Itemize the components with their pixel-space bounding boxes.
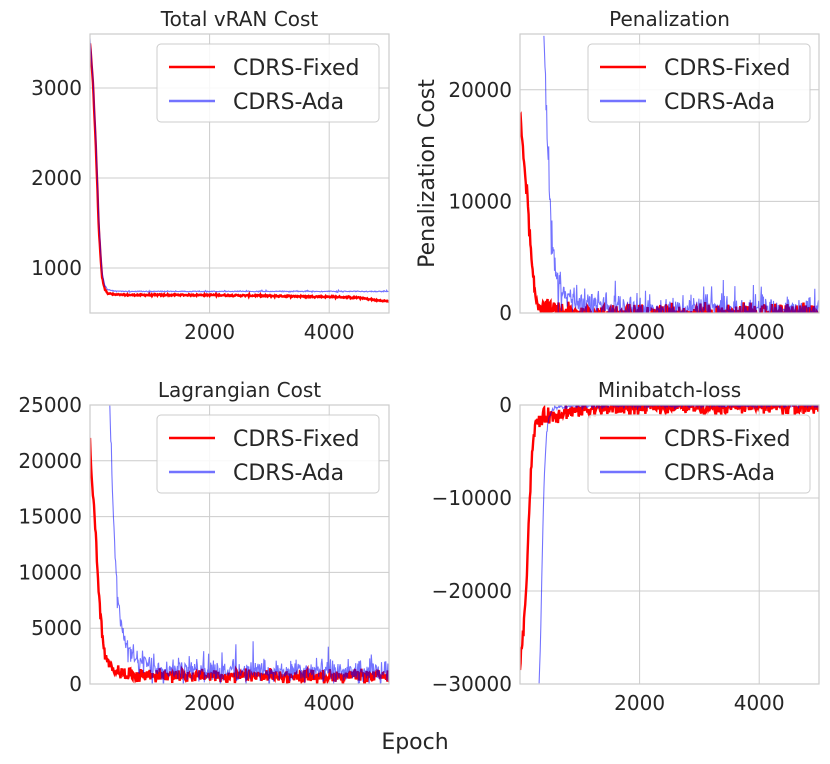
total-vran-cost-legend-label-cdrs-ada: CDRS-Ada	[233, 90, 344, 115]
penalization-series-cdrs-fixed	[520, 111, 819, 313]
penalization-xtick-label-1: 4000	[734, 320, 785, 344]
penalization-legend-label-cdrs-ada: CDRS-Ada	[664, 90, 775, 115]
total-vran-cost-legend: CDRS-Fixed CDRS-Ada	[156, 43, 380, 123]
panel-lagrangian-cost: Lagrangian Cost 2000 4000 0 5000 10000 15000 20…	[18, 378, 390, 715]
minibatch-loss-ytick-label-2: −10000	[432, 486, 512, 510]
minibatch-loss-ytick-label-0: −30000	[432, 672, 512, 696]
lagrangian-cost-title: Lagrangian Cost	[158, 378, 321, 402]
minibatch-loss-legend-label-cdrs-fixed: CDRS-Fixed	[664, 427, 791, 452]
total-vran-cost-xtick-label-1: 4000	[304, 320, 355, 344]
minibatch-loss-legend-box	[587, 414, 811, 494]
penalization-frame	[519, 33, 820, 314]
minibatch-loss-xtick-label-0: 2000	[614, 691, 665, 715]
total-vran-cost-legend-box	[156, 43, 380, 123]
penalization-ylabel: Penalization Cost	[415, 79, 440, 268]
lagrangian-cost-legend-label-cdrs-fixed: CDRS-Fixed	[233, 427, 360, 452]
total-vran-cost-ytick-label-1: 2000	[31, 166, 82, 190]
lagrangian-cost-ytick-label-1: 5000	[31, 616, 82, 640]
total-vran-cost-title: Total vRAN Cost	[160, 7, 319, 31]
lagrangian-cost-legend: CDRS-Fixed CDRS-Ada	[156, 414, 380, 494]
lagrangian-cost-ytick-label-4: 20000	[18, 449, 82, 473]
minibatch-loss-legend-label-cdrs-ada: CDRS-Ada	[664, 461, 775, 486]
lagrangian-cost-xtick-label-0: 2000	[184, 691, 235, 715]
lagrangian-cost-frame	[89, 404, 390, 685]
panel-minibatch-loss: Minibatch-loss 2000 4000 −30000 −20000 −10000…	[432, 378, 820, 715]
minibatch-loss-ytick-label-3: 0	[499, 393, 512, 417]
penalization-legend-label-cdrs-fixed: CDRS-Fixed	[664, 56, 791, 81]
lagrangian-cost-ytick-label-0: 0	[69, 672, 82, 696]
penalization-legend: CDRS-Fixed CDRS-Ada	[587, 43, 811, 123]
lagrangian-cost-xtick-label-1: 4000	[304, 691, 355, 715]
figure-xlabel: Epoch	[381, 730, 448, 755]
minibatch-loss-ytick-label-1: −20000	[432, 579, 512, 603]
lagrangian-cost-ytick-label-5: 25000	[18, 393, 82, 417]
minibatch-loss-frame	[519, 404, 820, 685]
minibatch-loss-legend: CDRS-Fixed CDRS-Ada	[587, 414, 811, 494]
total-vran-cost-series-cdrs-ada	[90, 38, 389, 294]
total-vran-cost-legend-label-cdrs-fixed: CDRS-Fixed	[233, 56, 360, 81]
penalization-ytick-label-2: 20000	[448, 78, 512, 102]
lagrangian-cost-ytick-label-2: 10000	[18, 560, 82, 584]
total-vran-cost-frame	[89, 33, 390, 314]
total-vran-cost-ytick-label-0: 1000	[31, 256, 82, 280]
penalization-legend-box	[587, 43, 811, 123]
penalization-ytick-label-0: 0	[499, 301, 512, 325]
panel-penalization: Penalization 2000 4000 0 10000 20000 Penalizat…	[415, 7, 820, 344]
lagrangian-cost-ytick-label-3: 15000	[18, 505, 82, 529]
penalization-xtick-label-0: 2000	[614, 320, 665, 344]
penalization-title: Penalization	[609, 7, 730, 31]
panel-total-vran-cost: Total vRAN Cost 2000 4000 1000 2000 3000 CDRS-…	[31, 7, 390, 344]
minibatch-loss-xtick-label-1: 4000	[734, 691, 785, 715]
lagrangian-cost-legend-box	[156, 414, 380, 494]
minibatch-loss-title: Minibatch-loss	[598, 378, 741, 402]
lagrangian-cost-legend-label-cdrs-ada: CDRS-Ada	[233, 461, 344, 486]
lagrangian-cost-series-cdrs-ada	[109, 405, 389, 684]
minibatch-loss-series-cdrs-fixed	[520, 405, 819, 671]
total-vran-cost-ytick-label-2: 3000	[31, 76, 82, 100]
penalization-ytick-label-1: 10000	[448, 189, 512, 213]
total-vran-cost-xtick-label-0: 2000	[184, 320, 235, 344]
total-vran-cost-series-cdrs-fixed	[90, 43, 389, 303]
penalization-series-cdrs-ada	[543, 35, 819, 313]
